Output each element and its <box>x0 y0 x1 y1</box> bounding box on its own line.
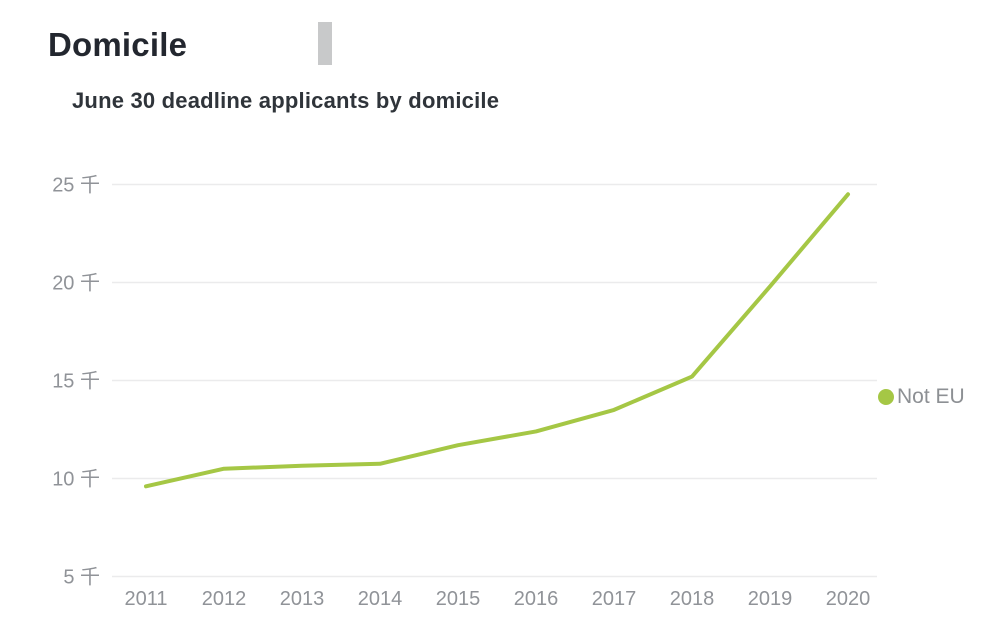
y-axis-tick-label: 25 千 <box>52 174 100 197</box>
legend: Not EU <box>878 385 965 409</box>
legend-label: Not EU <box>897 385 965 408</box>
x-axis-tick-label: 2012 <box>202 588 247 610</box>
x-axis-tick-label: 2013 <box>280 588 325 610</box>
x-axis-tick-label: 2011 <box>124 588 167 610</box>
x-axis-tick-label: 2016 <box>514 588 559 610</box>
series-line-not-eu <box>144 192 850 489</box>
page-title: Domicile <box>48 26 188 63</box>
y-axis-tick-label: 15 千 <box>52 370 100 393</box>
x-axis-tick-label: 2019 <box>748 588 793 610</box>
x-axis-tick-label: 2017 <box>592 588 637 610</box>
x-axis-tick-label: 2015 <box>436 588 481 610</box>
y-axis-tick-label: 20 千 <box>52 272 100 295</box>
x-axis-tick-label: 2018 <box>670 588 715 610</box>
x-axis-tick-label: 2014 <box>358 588 403 610</box>
y-axis-tick-label: 5 千 <box>63 566 100 589</box>
chart-subtitle: June 30 deadline applicants by domicile <box>72 88 500 113</box>
y-axis-tick-label: 10 千 <box>52 468 100 491</box>
legend-dot-icon <box>878 389 894 405</box>
x-axis-tick-label: 2020 <box>826 588 871 610</box>
scrollbar-thumb[interactable] <box>318 22 332 65</box>
